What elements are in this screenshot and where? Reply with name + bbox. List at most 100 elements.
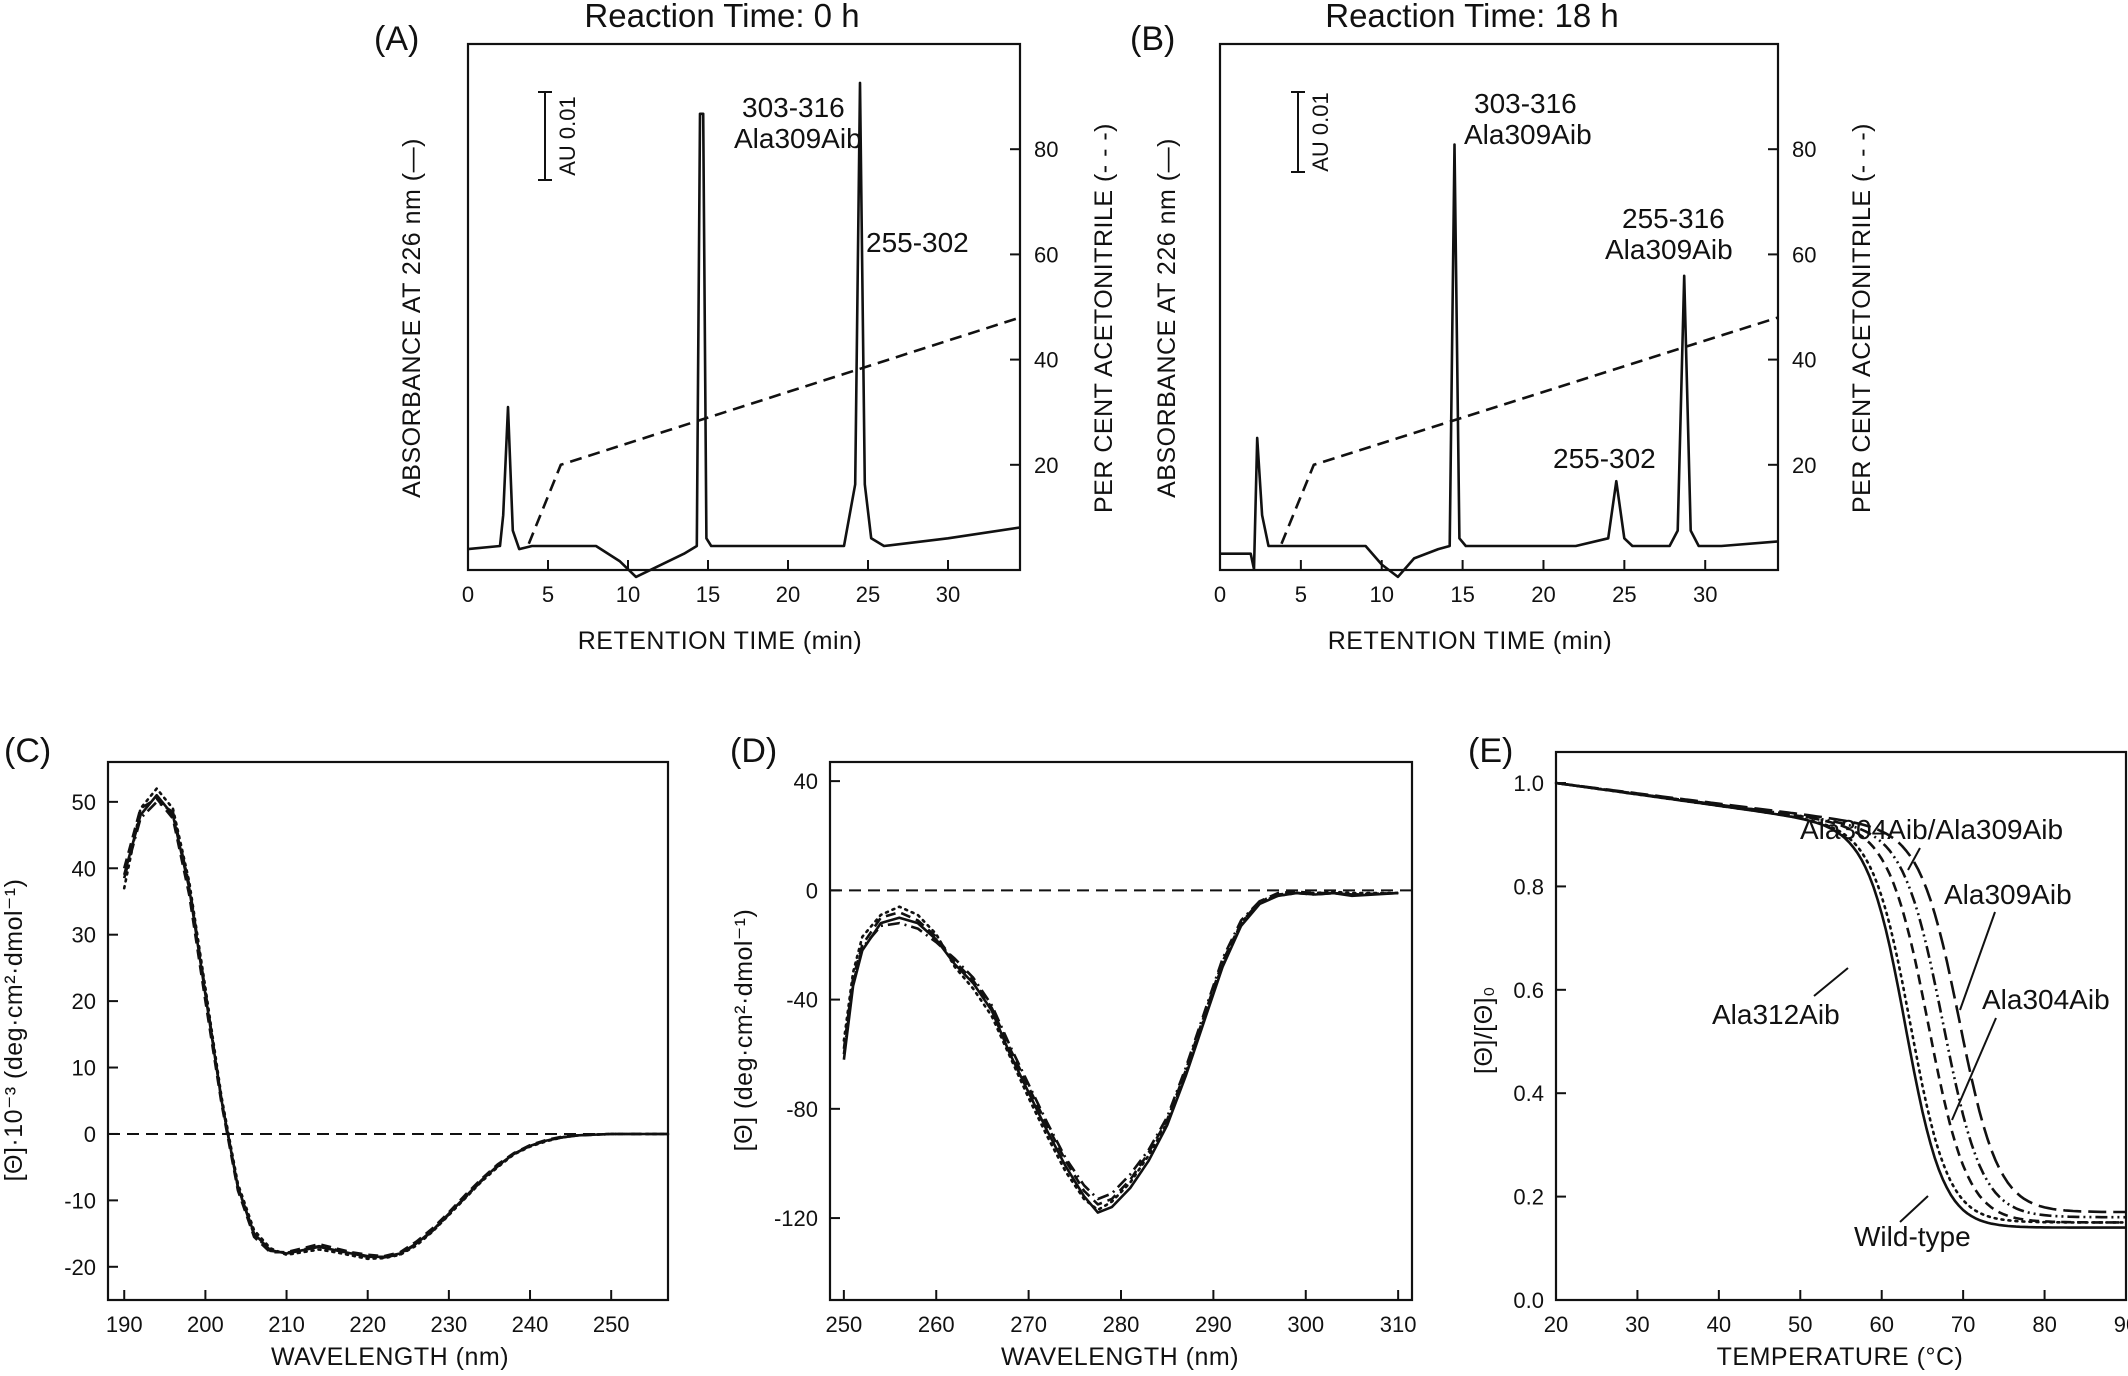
panel-d-series-curve-3 [842,890,1400,1212]
panel-a-x-tick-label: 20 [776,582,800,607]
panel-d-series [830,889,1412,1214]
panel-e-series-ala312aib [1554,781,2128,1224]
panel-e-x-tick-label: 90 [2114,1312,2128,1337]
panel-a-right-y-tick-label: 20 [1034,453,1058,478]
panel-a-plot-frame [466,42,1022,572]
panel-c-x-tick-label: 230 [431,1312,468,1337]
panel-d-x-tick-label: 250 [825,1312,862,1337]
panel-b-right-y-tick-label: 20 [1792,453,1816,478]
panel-b-plot-frame [1218,42,1780,572]
panel-a-right-y-tick-label: 80 [1034,137,1058,162]
panel-label-e: (E) [1468,732,1513,770]
panel-e-y-label: [Θ]/[Θ]₀ [1470,986,1498,1074]
panel-e-y-tick-label: 0.4 [1513,1081,1544,1106]
panel-e-label-ala309aib: Ala309Aib [1944,879,2072,910]
panel-c-x-axis: 190 200 210 220 230 240 250 [106,1290,630,1337]
panel-e-x-axis: 20 30 40 50 60 70 80 90 [1544,1290,2128,1337]
panel-d-y-tick-label: -40 [786,988,818,1013]
panel-c-series-curve-3 [122,787,670,1261]
panel-a-right-y-tick-label: 40 [1034,348,1058,373]
panel-c-y-tick-label: 50 [72,790,96,815]
panel-b-x-tick-label: 30 [1693,582,1717,607]
panel-d-x-axis: 250 260 270 280 290 300 310 [825,1290,1417,1337]
panel-c-x-tick-label: 210 [268,1312,305,1337]
panel-a-title: Reaction Time: 0 h [584,0,859,34]
panel-c-series-curve-4 [122,800,668,1259]
panel-d-x-label: WAVELENGTH (nm) [1001,1343,1239,1371]
panel-c-x-tick-label: 190 [106,1312,143,1337]
panel-d-x-tick-label: 260 [918,1312,955,1337]
panel-b-right-y-tick-label: 80 [1792,137,1816,162]
panel-e-label-wild-type: Wild-type [1854,1221,1971,1252]
panel-e-x-tick-label: 20 [1544,1312,1568,1337]
panel-e-label-ala304aib-ala309aib: Ala304Aib/Ala309Aib [1800,814,2063,845]
panel-e-series-ala304aib-ala309aib [1555,781,2126,1214]
panel-b-x-tick-label: 15 [1450,582,1474,607]
panel-c-y-tick-label: 40 [72,856,96,881]
panel-e-leader-ala304aib [1951,1017,1997,1121]
panel-b-left-y-label: ABSORBANCE AT 226 nm (—) [1153,138,1181,498]
panel-c-y-tick-label: -10 [64,1188,96,1213]
panel-label-b: (B) [1130,20,1175,58]
panel-b-peak-label-255-302: 255-302 [1553,443,1656,474]
panel-b-right-y-tick-label: 60 [1792,242,1816,267]
panel-c-series-curve-1 [122,793,668,1259]
panel-a-scale-bar: AU 0.01 [538,91,580,181]
panel-c-plot-frame [106,760,670,1302]
panel-b-x-tick-label: 0 [1214,582,1226,607]
panel-b-acetonitrile-gradient-line [1280,316,1779,545]
panel-c-y-axis: -20 -10 0 10 20 30 40 50 [64,790,118,1280]
panel-d-series-curve-1 [842,891,1399,1214]
panel-e-series-ala309aib [1555,781,2127,1219]
panel-b-peak-label-255-316-line2: Ala309Aib [1605,234,1733,265]
panel-e-label-ala304aib: Ala304Aib [1982,984,2110,1015]
panel-c-x-tick-label: 220 [349,1312,386,1337]
panel-c-y-tick-label: -20 [64,1255,96,1280]
panel-a-peak-label-303-316-line1: 303-316 [742,92,845,123]
panel-c-x-tick-label: 250 [593,1312,630,1337]
panel-a-left-y-label: ABSORBANCE AT 226 nm (—) [398,138,426,498]
panel-label-a: (A) [374,20,419,58]
panel-c-series [108,787,670,1261]
panel-a-x-tick-label: 0 [462,582,474,607]
panel-a-acetonitrile-gradient-line [527,316,1021,545]
panel-d-y-tick-label: 40 [794,769,818,794]
panel-d-x-tick-label: 300 [1287,1312,1324,1337]
panel-d-series-curve-2 [842,890,1399,1206]
panel-e-y-tick-label: 0.6 [1513,978,1544,1003]
panel-c-x-tick-label: 240 [512,1312,549,1337]
panel-b-right-axis: 20 40 60 80 [1768,137,1816,478]
panel-d-x-tick-label: 270 [1010,1312,1047,1337]
panel-e-y-tick-label: 0.0 [1513,1288,1544,1313]
panel-b-peak-label-255-316: 255-316 Ala309Aib [1605,203,1733,265]
panel-c-y-label: [Θ]·10⁻³ (deg·cm²·dmol⁻¹) [0,879,28,1182]
panel-b-scale-bar: AU 0.01 [1291,91,1333,173]
panel-a-x-label: RETENTION TIME (min) [578,627,863,655]
panel-e-series-ala304aib [1555,781,2126,1224]
panel-c-x-tick-label: 200 [187,1312,224,1337]
panel-d-y-tick-label: -80 [786,1097,818,1122]
panel-d-plot-frame [828,760,1414,1302]
panel-d-x-tick-label: 290 [1195,1312,1232,1337]
panel-b-peak-label-255-316-line1: 255-316 [1622,203,1725,234]
panel-a: (A) Reaction Time: 0 h 0 5 10 15 20 25 30 20 40… [374,0,1118,655]
panel-a-x-tick-label: 30 [936,582,960,607]
panel-e-series [1554,781,2128,1229]
panel-b-x-label: RETENTION TIME (min) [1328,627,1613,655]
panel-e-y-tick-label: 1.0 [1513,771,1544,796]
panel-e-x-tick-label: 80 [2032,1312,2056,1337]
panel-b-scale-bar-label: AU 0.01 [1308,92,1333,172]
panel-a-scale-bar-label: AU 0.01 [555,96,580,176]
panel-c-x-label: WAVELENGTH (nm) [271,1343,509,1371]
panel-b-right-y-tick-label: 40 [1792,348,1816,373]
panel-c-y-tick-label: 30 [72,923,96,948]
panel-e-x-tick-label: 40 [1707,1312,1731,1337]
panel-d-x-tick-label: 280 [1103,1312,1140,1337]
panel-b-peak-label-303-316: 303-316 Ala309Aib [1464,88,1592,150]
panel-label-d: (D) [730,732,777,770]
panel-e-plot-frame [1554,750,2128,1302]
panel-e-leader-ala309aib [1959,911,1996,1011]
panel-b: (B) Reaction Time: 18 h 0 5 10 15 20 25 30 20 4… [1130,0,1876,655]
